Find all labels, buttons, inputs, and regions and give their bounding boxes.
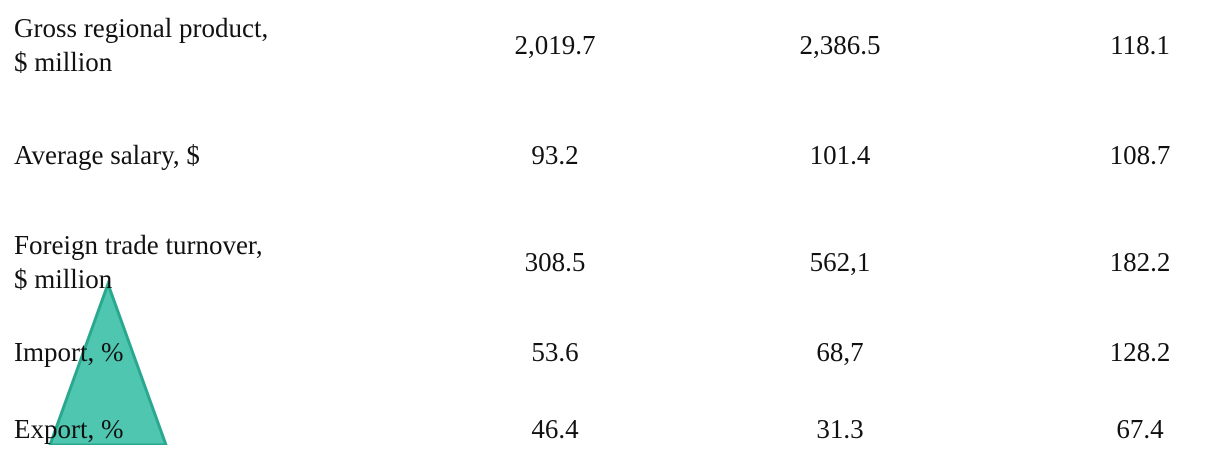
cell-value: 118.1 bbox=[1110, 30, 1170, 60]
cell-value: 53.6 bbox=[531, 337, 578, 367]
cell-value: 46.4 bbox=[531, 414, 579, 444]
row-label: Average salary, $ bbox=[14, 140, 200, 170]
cell-value: 108.7 bbox=[1110, 140, 1171, 170]
row-label: Import, % bbox=[14, 337, 123, 367]
row-label: Foreign trade turnover, bbox=[14, 230, 263, 260]
cell-value: 308.5 bbox=[525, 247, 586, 277]
cell-value: 31.3 bbox=[816, 414, 863, 444]
cell-value: 562,1 bbox=[810, 247, 871, 277]
cell-value: 128.2 bbox=[1110, 337, 1171, 367]
cell-value: 2,386.5 bbox=[800, 30, 881, 60]
row-label: $ million bbox=[14, 47, 113, 77]
cell-value: 67.4 bbox=[1116, 414, 1164, 444]
cell-value: 93.2 bbox=[531, 140, 578, 170]
cell-value: 101.4 bbox=[810, 140, 871, 170]
cell-value: 182.2 bbox=[1110, 247, 1171, 277]
row-label: Gross regional product, bbox=[14, 13, 268, 43]
cell-value: 68,7 bbox=[816, 337, 863, 367]
row-label: Export, % bbox=[14, 414, 123, 444]
cell-value: 2,019.7 bbox=[515, 30, 596, 60]
row-label: $ million bbox=[14, 264, 113, 294]
